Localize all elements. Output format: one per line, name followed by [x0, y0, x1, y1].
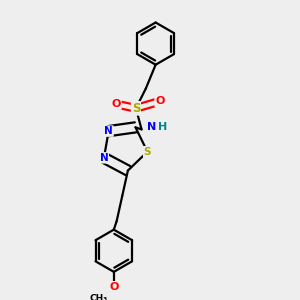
- Text: S: S: [132, 102, 140, 115]
- Text: N: N: [147, 122, 156, 132]
- Text: N: N: [100, 153, 108, 163]
- Text: O: O: [155, 96, 164, 106]
- Text: S: S: [144, 147, 151, 157]
- Text: O: O: [112, 99, 121, 109]
- Text: H: H: [158, 122, 167, 132]
- Text: CH₃: CH₃: [89, 294, 107, 300]
- Text: O: O: [109, 282, 119, 292]
- Text: N: N: [104, 126, 113, 136]
